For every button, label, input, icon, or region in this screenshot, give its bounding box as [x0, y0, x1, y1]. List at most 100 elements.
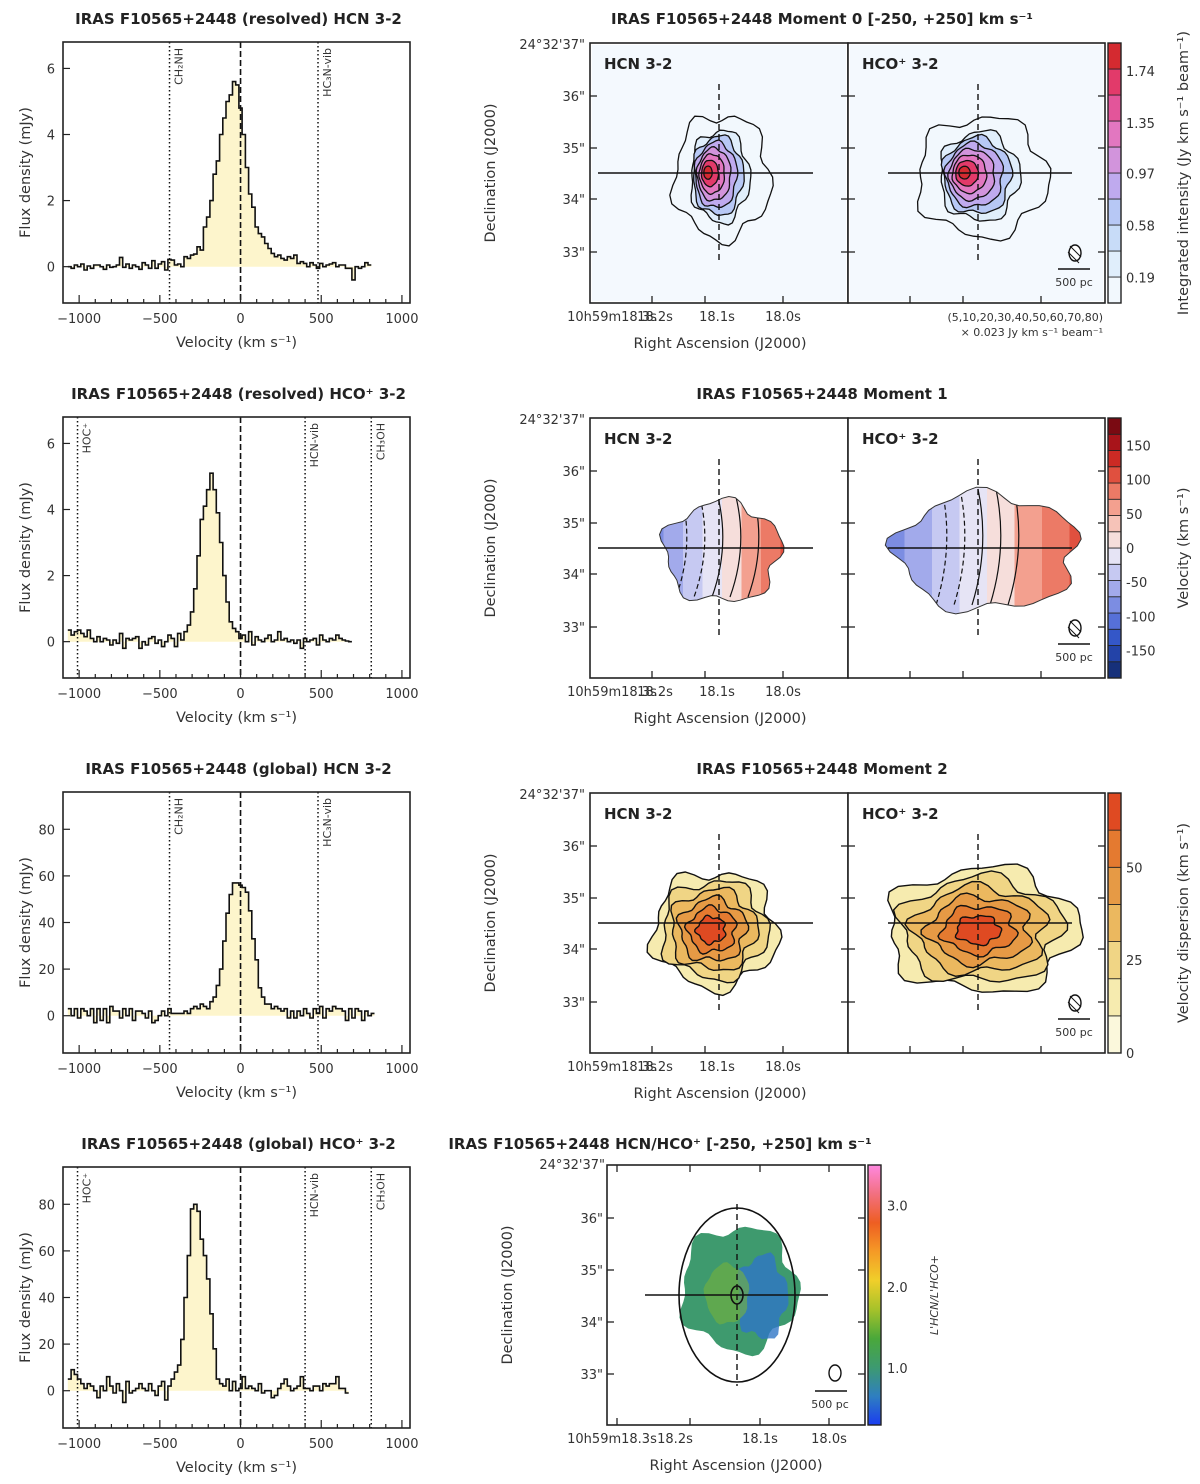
- y-axis-label: Declination (J2000): [483, 853, 499, 992]
- colorbar-tick-label: 25: [1126, 954, 1143, 969]
- colorbar-tick-label: 100: [1126, 474, 1151, 489]
- colorbar-tick-label: 0.97: [1126, 168, 1155, 183]
- ra-tick-label: 18.1s: [699, 310, 735, 325]
- y-tick-label: 4: [47, 129, 55, 144]
- colorbar-segment: [1107, 224, 1122, 252]
- colorbar-segment: [1107, 596, 1122, 614]
- x-axis-label: Velocity (km s⁻¹): [176, 335, 297, 351]
- ra-tick-label: 18.1s: [699, 685, 735, 700]
- colorbar-segment: [1107, 866, 1122, 905]
- dec-tick-label: 33": [580, 1368, 603, 1383]
- dec-tick-label: 36": [562, 465, 585, 480]
- dec-tick-label: 33": [562, 621, 585, 636]
- ra-tick-label: 18.0s: [811, 1432, 847, 1447]
- ra-tick-label: 18.0s: [765, 1060, 801, 1075]
- ra-tick-label: 10h59m18.3s: [567, 310, 657, 325]
- panel-label: HCN 3-2: [604, 805, 672, 823]
- beam-hatch: [1069, 620, 1082, 633]
- ra-tick-label: 18.1s: [742, 1432, 778, 1447]
- y-tick-label: 0: [47, 636, 55, 651]
- colorbar-segment: [1107, 628, 1122, 646]
- contaminant-label: HC₃N-vib: [321, 798, 334, 847]
- spectrum-title: IRAS F10565+2448 (resolved) HCN 3-2: [75, 10, 402, 28]
- map-title: IRAS F10565+2448 HCN/HCO⁺ [-250, +250] k…: [448, 1135, 871, 1153]
- colorbar-segment: [1107, 68, 1122, 96]
- x-tick-label: −1000: [57, 687, 101, 702]
- contaminant-label: CH₃OH: [374, 423, 387, 460]
- contaminant-label: HCN-vib: [308, 1173, 321, 1217]
- colorbar-segment: [1107, 563, 1122, 581]
- velocity-band: [741, 496, 762, 602]
- y-tick-label: 2: [47, 195, 55, 210]
- ra-tick-label: 18.2s: [637, 1060, 673, 1075]
- colorbar-frame: [1107, 792, 1122, 1054]
- dec-tick-label: 34": [562, 568, 585, 583]
- colorbar-frame: [1107, 417, 1122, 679]
- map-panel-hcop: HCO⁺ 3-2 500 pc: [847, 792, 1106, 1054]
- spectrum-fill: [67, 1204, 349, 1403]
- spectrum-fill: [67, 882, 375, 1023]
- contour-unit: × 0.023 Jy km s⁻¹ beam⁻¹: [961, 326, 1103, 339]
- dec-tick-label: 35": [562, 517, 585, 532]
- colorbar-segment: [1107, 978, 1122, 1017]
- isovelocity-contour: [711, 496, 724, 598]
- y-tick-label: 0: [47, 1010, 55, 1025]
- plot-frame: [62, 41, 411, 304]
- y-tick-label: 80: [38, 1198, 55, 1213]
- colorbar-segment: [1107, 450, 1122, 468]
- colorbar-segment: [1107, 42, 1122, 70]
- isovelocity-contour: [729, 496, 742, 598]
- dec-tick-label: 34": [562, 943, 585, 958]
- map-panel-hcn: HCN 3-2: [589, 42, 849, 304]
- ra-tick-label: 10h59m18.3s: [567, 685, 657, 700]
- y-tick-label: 0: [47, 261, 55, 276]
- x-axis-label: Velocity (km s⁻¹): [176, 1460, 297, 1476]
- ratio-map: IRAS F10565+2448 HCN/HCO⁺ [-250, +250] k…: [448, 1135, 941, 1474]
- colorbar-segment: [1107, 661, 1122, 679]
- velocity-field: [659, 496, 784, 602]
- dec-tick-label: 35": [562, 892, 585, 907]
- spectrum-panel-0: IRAS F10565+2448 (resolved) HCN 3-2 CH₂NH…: [18, 10, 418, 351]
- colorbar-segment: [1107, 645, 1122, 663]
- colorbar-segment: [1107, 547, 1122, 565]
- map-panel-hcop: HCO⁺ 3-2 500 pc: [847, 42, 1106, 304]
- velocity-band: [722, 496, 743, 602]
- colorbar-segment: [1107, 172, 1122, 200]
- scalebar-label: 500 pc: [1055, 1026, 1093, 1039]
- map-panel-hcn: HCN 3-2: [589, 417, 849, 679]
- ra-tick-label: 18.0s: [765, 310, 801, 325]
- colorbar-tick-label: 1.0: [887, 1362, 908, 1377]
- beam-hatch: [1067, 1001, 1080, 1014]
- colorbar-segment: [1107, 250, 1122, 278]
- x-tick-label: −500: [142, 1437, 178, 1452]
- spectrum-line: [67, 1203, 349, 1404]
- colorbar-tick-label: 0.58: [1126, 220, 1155, 235]
- spectrum-panel-1: IRAS F10565+2448 (resolved) HCO⁺ 3-2 HOC⁺…: [18, 385, 418, 726]
- y-axis-label: Flux density (mJy): [18, 857, 34, 988]
- y-tick-label: 4: [47, 504, 55, 519]
- colorbar-tick-label: -100: [1126, 610, 1156, 625]
- x-tick-label: 1000: [385, 312, 418, 327]
- colorbar-segment: [1107, 417, 1122, 435]
- dec-tick-label: 33": [562, 246, 585, 261]
- ra-tick-label: 10h59m18.3s: [567, 1432, 657, 1447]
- velocity-band: [780, 496, 784, 602]
- x-tick-label: 0: [236, 1062, 244, 1077]
- x-tick-label: −1000: [57, 1437, 101, 1452]
- panel-label: HCO⁺ 3-2: [862, 55, 939, 73]
- map-title: IRAS F10565+2448 Moment 1: [696, 385, 947, 403]
- isovelocity-contour: [989, 488, 1002, 606]
- ra-tick-label: 18.0s: [765, 685, 801, 700]
- colorbar-tick-label: 50: [1126, 508, 1143, 523]
- y-tick-label: 2: [47, 570, 55, 585]
- colorbar-segment: [1107, 515, 1122, 533]
- x-tick-label: −1000: [57, 312, 101, 327]
- x-tick-label: −500: [142, 1062, 178, 1077]
- map-frame: [606, 1164, 866, 1426]
- colorbar-segment: [1107, 580, 1122, 598]
- dec-tick-label: 35": [580, 1264, 603, 1279]
- dec-tick-label: 36": [562, 90, 585, 105]
- y-tick-label: 60: [38, 870, 55, 885]
- dec-origin-label: 24°32'37": [519, 38, 585, 53]
- map-frame: [847, 417, 1106, 679]
